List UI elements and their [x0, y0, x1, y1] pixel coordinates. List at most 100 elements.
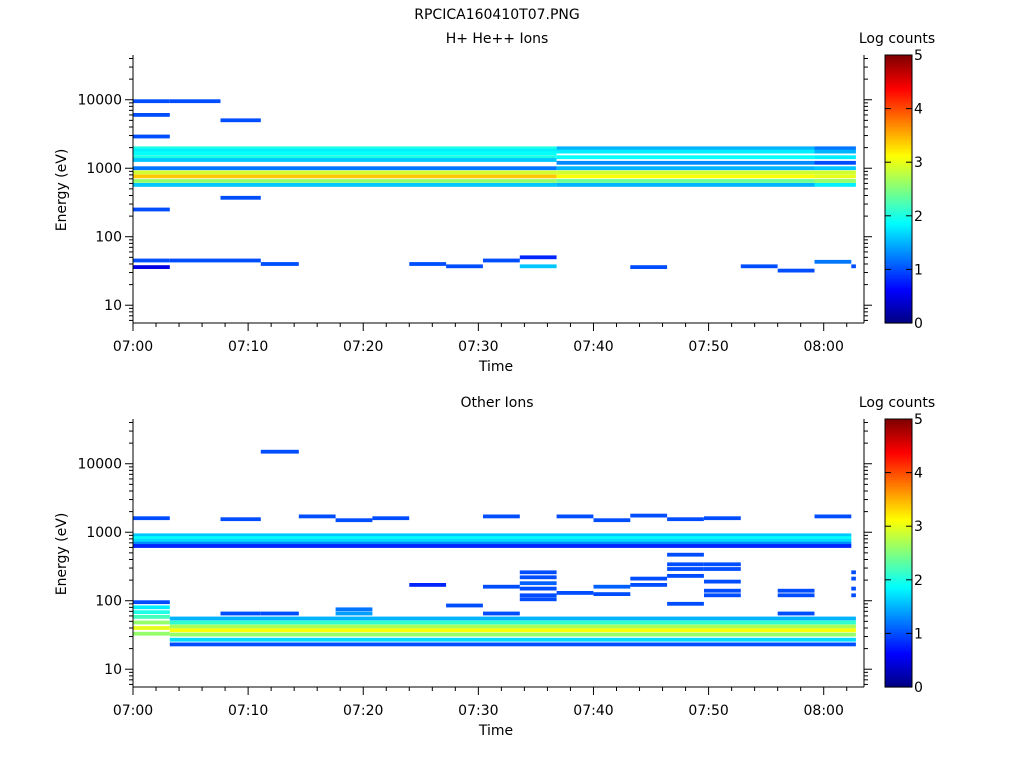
x-tick-label: 07:30	[458, 703, 498, 719]
heatmap-cell	[851, 264, 856, 269]
colorbar-segment	[885, 242, 912, 246]
heatmap-cell	[220, 517, 261, 522]
colorbar-segment	[885, 425, 912, 429]
colorbar-segment	[885, 238, 912, 241]
colorbar-segment	[885, 296, 912, 300]
colorbar-segment	[885, 660, 912, 664]
colorbar-segment	[885, 588, 912, 592]
colorbar-tick-label: 3	[914, 519, 923, 535]
colorbar-segment	[885, 311, 912, 315]
colorbar-segment	[885, 92, 912, 96]
colorbar-segment	[885, 213, 912, 217]
heatmap-cell	[519, 570, 557, 575]
heatmap-cell	[814, 514, 852, 519]
colorbar-segment	[885, 164, 912, 168]
colorbar-segment	[885, 204, 912, 208]
heatmap-cell	[133, 166, 557, 171]
colorbar-segment	[885, 463, 912, 467]
colorbar-segment	[885, 535, 912, 538]
colorbar-segment	[885, 566, 912, 570]
heatmap-cells	[133, 99, 856, 273]
colorbar-segment	[885, 508, 912, 512]
colorbar-segment	[885, 260, 912, 264]
colorbar-segment	[885, 506, 912, 509]
colorbar-segment	[885, 611, 912, 614]
colorbar-segment	[885, 271, 912, 275]
heatmap-cell	[519, 581, 557, 586]
colorbar-segment	[885, 550, 912, 554]
heatmap-cell	[260, 449, 299, 454]
colorbar-segment	[885, 479, 912, 483]
colorbar-segment	[885, 84, 912, 87]
colorbar-segment	[885, 483, 912, 487]
colorbar-segment	[885, 555, 912, 559]
colorbar-segment	[885, 291, 912, 295]
colorbar-segment	[885, 77, 912, 81]
colorbar-segment	[885, 108, 912, 112]
heatmap-cell	[169, 632, 856, 637]
colorbar-segment	[885, 510, 912, 514]
x-tick-label: 07:40	[573, 703, 613, 719]
colorbar-tick-label: 2	[914, 573, 923, 589]
colorbar-segment	[885, 126, 912, 130]
heatmap-cell	[169, 624, 856, 629]
x-tick-label: 07:10	[228, 703, 268, 719]
y-tick-label: 1000	[86, 161, 122, 177]
colorbar-segment	[885, 115, 912, 119]
colorbar: 0 1 2 3 4 5	[884, 48, 923, 332]
heatmap-cell	[704, 593, 741, 598]
colorbar-tick-label: 0	[914, 680, 923, 696]
colorbar-segment	[885, 235, 912, 239]
colorbar-segment	[885, 278, 912, 282]
colorbar-segment	[885, 582, 912, 585]
colorbar-segment	[885, 573, 912, 576]
colorbar-segment	[885, 240, 912, 244]
x-tick-label: 07:00	[113, 339, 153, 355]
x-tick-label: 07:50	[688, 339, 728, 355]
heatmap-cell	[298, 514, 336, 519]
heatmap-cell	[483, 611, 520, 616]
colorbar-segment	[885, 649, 912, 652]
plot-axes: 10 100 1000 10000 07:00 07:10 07:20 07:30 07:40 0…	[77, 419, 872, 719]
heatmap-cell	[777, 268, 815, 273]
colorbar-segment	[885, 162, 912, 166]
colorbar-segment	[885, 144, 912, 148]
colorbar-segment	[885, 157, 912, 161]
colorbar-segment	[885, 229, 912, 233]
colorbar-segment	[885, 273, 912, 277]
x-tick-label: 07:40	[573, 339, 613, 355]
colorbar-segment	[885, 613, 912, 617]
x-tick-label: 07:20	[343, 339, 383, 355]
colorbar-segment	[885, 570, 912, 574]
colorbar-segment	[885, 633, 912, 637]
heatmap-cell	[133, 516, 170, 521]
colorbar-segment	[885, 512, 912, 516]
colorbar-segment	[885, 276, 912, 279]
colorbar-segment	[885, 287, 912, 291]
colorbar-label: Log counts	[859, 31, 935, 47]
colorbar-segment	[885, 305, 912, 308]
colorbar-segment	[885, 606, 912, 610]
heatmap-cell	[133, 631, 170, 636]
colorbar-segment	[885, 68, 912, 72]
colorbar-segment	[885, 298, 912, 302]
colorbar-segment	[885, 130, 912, 134]
colorbar-segment	[885, 81, 912, 85]
colorbar-segment	[885, 443, 912, 447]
colorbar-segment	[885, 497, 912, 500]
heatmap-cell	[667, 574, 704, 578]
colorbar-segment	[885, 318, 912, 322]
heatmap-cell	[133, 170, 557, 175]
heatmap-cell	[133, 134, 170, 139]
x-tick-label: 07:50	[688, 703, 728, 719]
colorbar-segment	[885, 233, 912, 237]
x-tick-label: 08:00	[804, 339, 844, 355]
heatmap-cell	[556, 170, 815, 175]
heatmap-cell	[260, 611, 299, 616]
heatmap-cell	[169, 628, 856, 633]
colorbar-segment	[885, 541, 912, 545]
colorbar-segment	[885, 142, 912, 145]
heatmap-cell	[409, 583, 447, 587]
heatmap-cell	[556, 591, 594, 595]
colorbar-segment	[885, 470, 912, 474]
